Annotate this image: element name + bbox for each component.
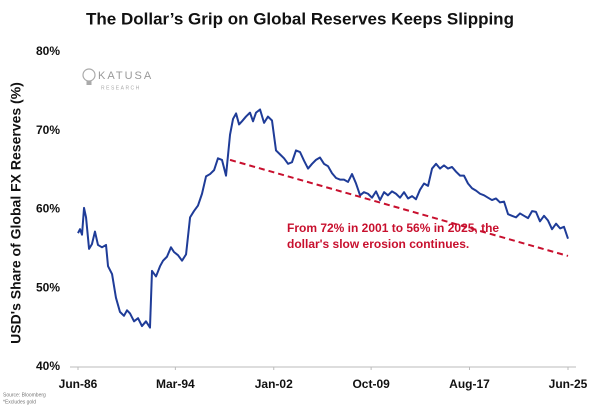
chart-title: The Dollar’s Grip on Global Reserves Kee… [86, 9, 514, 28]
y-tick-label: 80% [36, 44, 60, 58]
y-tick-label: 60% [36, 202, 60, 216]
y-tick-label: 40% [36, 359, 60, 373]
annotation: dollar's slow erosion continues. [287, 237, 469, 251]
footnote: *Excludes gold [3, 399, 36, 405]
x-tick-label: Mar-94 [156, 377, 195, 391]
trend-line [229, 158, 569, 257]
logo: KATUSA RESEARCH [82, 68, 153, 91]
x-tick-label: Jun-86 [59, 377, 98, 391]
y-axis-title: USD's Share of Global FX Reserves (%) [8, 82, 24, 344]
x-tick-label: Jan-02 [255, 377, 293, 391]
logo-icon-base [86, 81, 92, 85]
line-series [77, 108, 569, 329]
y-tick-label: 50% [36, 280, 60, 294]
logo-name: KATUSA [98, 70, 153, 82]
logo-tagline: RESEARCH [101, 85, 141, 91]
y-tick-label: 70% [36, 123, 60, 137]
x-tick-label: Aug-17 [449, 377, 490, 391]
footnote: Source: Bloomberg [3, 392, 46, 398]
annotation: From 72% in 2001 to 56% in 2025, the [287, 221, 499, 235]
x-tick-label: Oct-09 [352, 377, 390, 391]
x-tick-label: Jun-25 [549, 377, 588, 391]
